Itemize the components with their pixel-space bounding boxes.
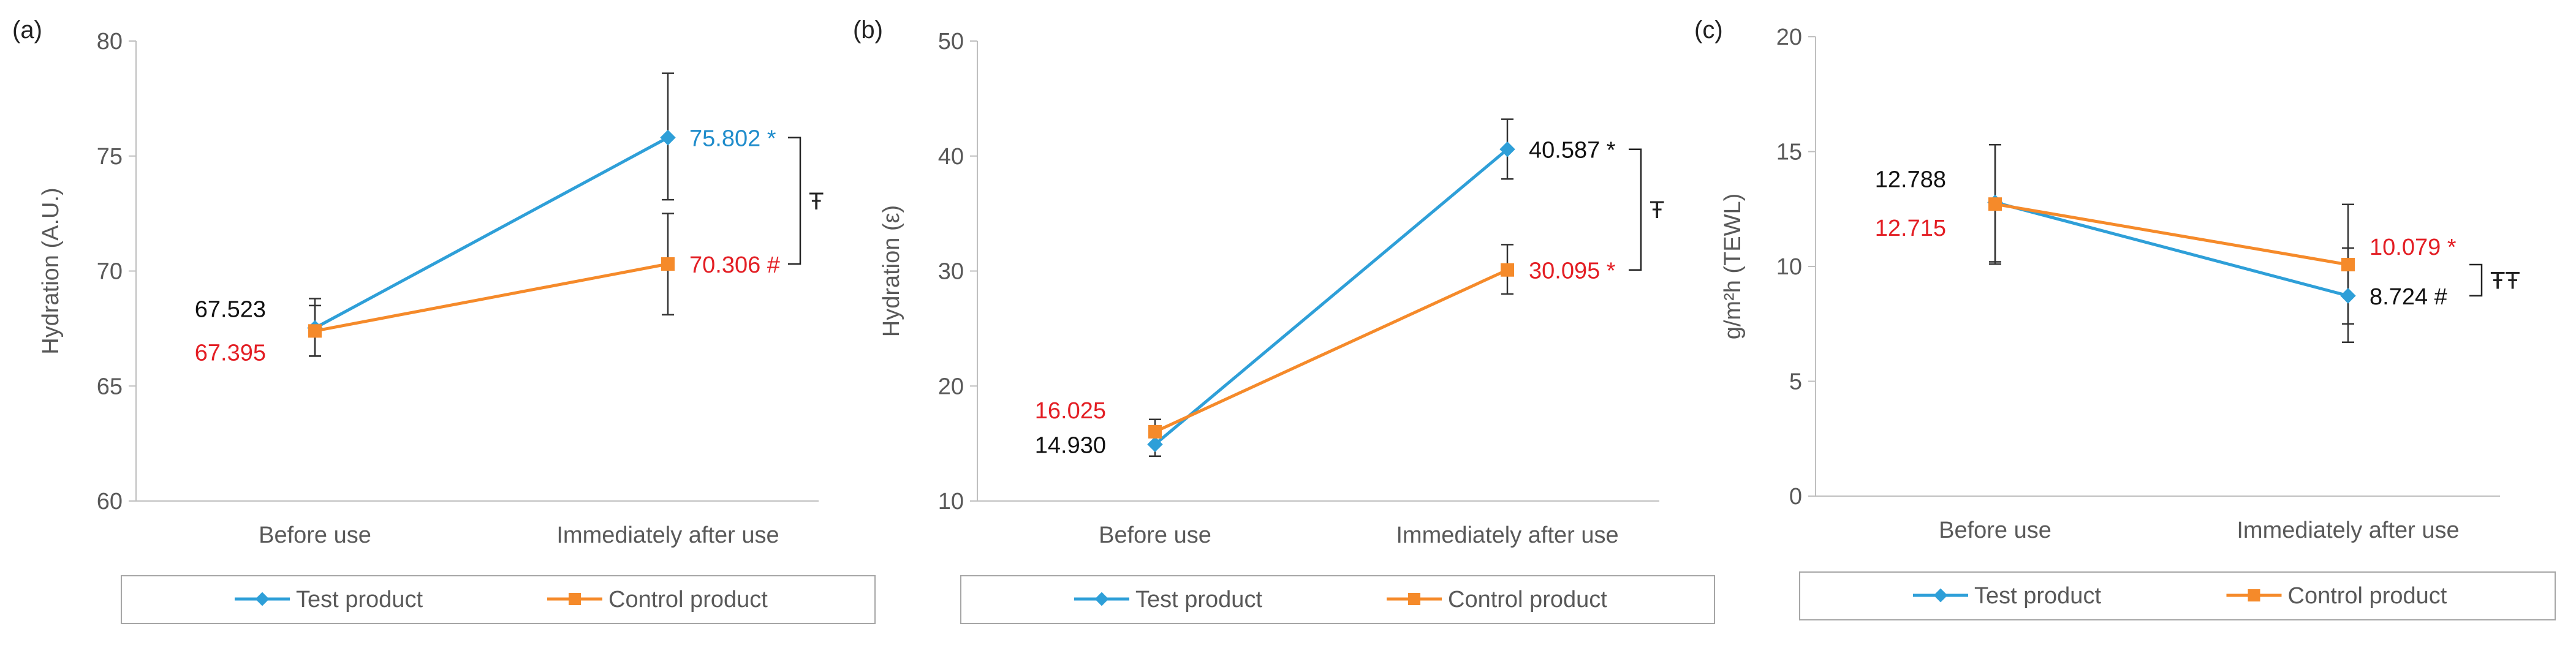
data-label: 10.079 * <box>2370 235 2457 260</box>
data-label: 16.025 <box>1035 398 1106 424</box>
series-line-control <box>1995 202 2349 266</box>
series-line-control <box>1154 268 1509 434</box>
x-tick-label: Before use <box>259 522 371 548</box>
legend: Test product Control product <box>960 575 1715 624</box>
y-tick-label: 5 <box>1789 369 1802 395</box>
series-line-test <box>1154 148 1509 446</box>
data-label: 8.724 # <box>2370 284 2447 310</box>
point-control <box>1148 424 1162 439</box>
data-label: 67.395 <box>195 340 266 366</box>
legend-label: Test product <box>296 587 423 612</box>
x-tick-label: Before use <box>1939 518 2051 543</box>
x-tick-label: Before use <box>1099 522 1211 548</box>
data-label: 14.930 <box>1035 432 1106 458</box>
legend-label: Test product <box>1974 583 2101 609</box>
x-tick-label: Immediately after use <box>1396 522 1618 548</box>
legend-label: Control product <box>2288 583 2447 609</box>
legend-label: Control product <box>1448 587 1607 612</box>
significance-symbol: Ŧ <box>809 188 824 215</box>
chart-panel-3: (c) 0 5 10 15 20 g/m²h (TEWL) Before use Immedia… <box>1694 17 2556 620</box>
y-axis-label: Hydration (A.U.) <box>38 187 64 354</box>
y-tick-label: 10 <box>1776 254 1802 280</box>
data-label: 67.523 <box>195 297 266 323</box>
y-tick-label: 65 <box>97 374 123 399</box>
y-tick-label: 20 <box>938 374 964 399</box>
y-tick-label: 30 <box>938 259 964 285</box>
data-label: 70.306 # <box>689 252 780 278</box>
panel-label: (a) <box>12 17 42 43</box>
y-tick-label: 0 <box>1789 484 1802 510</box>
x-tick-label: Immediately after use <box>556 522 779 548</box>
y-tick-label: 15 <box>1776 140 1802 165</box>
y-tick-label: 50 <box>938 29 964 55</box>
point-control <box>2341 258 2355 272</box>
significance-symbol: ŦŦ <box>2490 267 2520 294</box>
y-tick-label: 60 <box>97 489 123 514</box>
significance-bracket <box>788 137 801 265</box>
legend-marker-test <box>255 592 270 606</box>
legend: Test product Control product <box>121 575 876 624</box>
y-axis-label: Hydration (ε) <box>879 205 904 337</box>
x-tick-label: Immediately after use <box>2237 518 2459 543</box>
data-label: 40.587 * <box>1529 138 1616 164</box>
legend-box <box>1799 571 2556 620</box>
series-line-test <box>314 136 669 330</box>
y-tick-label: 70 <box>97 259 123 285</box>
panel-label: (b) <box>853 17 883 43</box>
legend-label: Control product <box>608 587 768 612</box>
y-axis-label: g/m²h (TEWL) <box>1720 194 1746 340</box>
legend-label: Test product <box>1135 587 1262 612</box>
legend-marker-test <box>1933 588 1948 603</box>
significance-bracket <box>2469 263 2483 297</box>
point-test <box>660 129 676 146</box>
chart-panel-1: (a) 60 65 70 75 80 Hydration (A.U.) Before use I… <box>12 17 876 624</box>
data-label: 12.715 <box>1875 216 1946 241</box>
y-tick-label: 40 <box>938 144 964 170</box>
y-tick-label: 20 <box>1776 24 1802 50</box>
point-control <box>308 324 322 338</box>
y-tick-label: 80 <box>97 29 123 55</box>
data-label: 12.788 <box>1875 167 1946 192</box>
point-test <box>2340 288 2356 304</box>
series-line-control <box>314 262 669 333</box>
legend: Test product Control product <box>1799 571 2556 620</box>
data-label: 75.802 * <box>689 126 776 152</box>
chart-panel-2: (b) 10 20 30 40 50 Hydration (ε) Before use Imme… <box>853 17 1715 624</box>
data-label: 30.095 * <box>1529 258 1616 284</box>
y-tick-label: 75 <box>97 144 123 170</box>
legend-marker-control <box>1408 593 1420 605</box>
series-line-test <box>1995 201 2349 298</box>
significance-symbol: Ŧ <box>1650 197 1664 224</box>
panel-label: (c) <box>1694 17 1723 43</box>
legend-marker-test <box>1094 592 1109 606</box>
point-control <box>661 257 675 271</box>
y-tick-label: 10 <box>938 489 964 514</box>
point-control <box>1988 197 2002 211</box>
significance-bracket <box>1629 148 1642 271</box>
legend-marker-control <box>569 593 581 605</box>
point-control <box>1501 263 1514 277</box>
legend-marker-control <box>2248 589 2260 601</box>
